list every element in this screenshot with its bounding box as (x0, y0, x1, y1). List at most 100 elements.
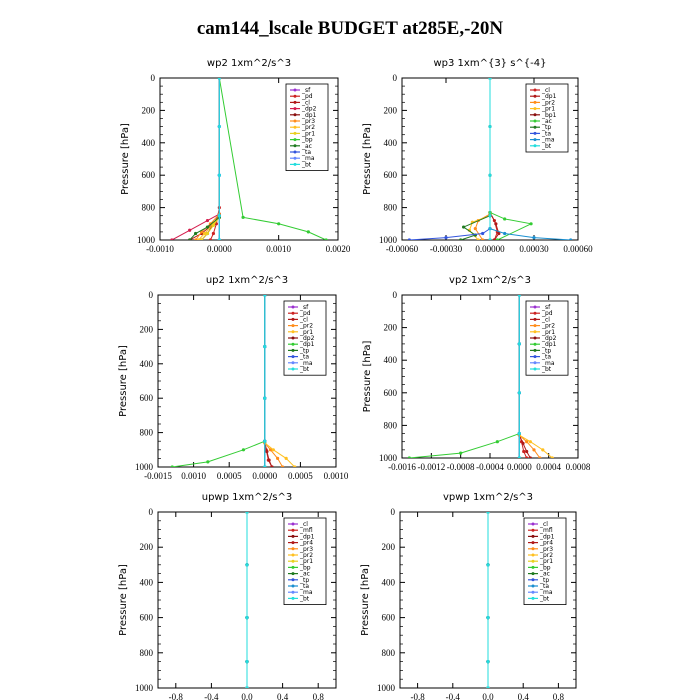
series-point_ac (529, 222, 533, 226)
legend-label: _dp2 (301, 106, 317, 113)
series-point_bt (488, 214, 492, 218)
series-point_cl (525, 449, 529, 454)
series-point_dp1 (495, 440, 499, 444)
series-point_pr1 (211, 223, 215, 228)
series-line_dp2 (171, 78, 220, 240)
legend-marker (531, 584, 535, 588)
series-point_bt (486, 616, 490, 620)
legend-marker (291, 355, 295, 359)
series-point_pr1 (271, 448, 275, 452)
legend-marker (533, 336, 537, 340)
legend-marker (533, 113, 537, 117)
legend-label: _ac (299, 571, 310, 578)
series-point_tp (462, 225, 466, 229)
legend-label: _dp2 (541, 335, 557, 342)
legend-marker (533, 125, 537, 129)
legend-label: _bp (539, 564, 551, 571)
legend-label: _dp1 (299, 533, 315, 540)
legend-marker (293, 150, 297, 154)
legend-marker (531, 559, 535, 563)
panel-wp2: wp2 1xm^2/s^3 0 200 400 600 800 1000-0.0010 0.0… (120, 58, 351, 254)
x-tick-label: -0.0015 (144, 471, 172, 481)
legend-marker (533, 342, 537, 346)
x-tick-label: 0.0000 (252, 471, 277, 481)
panel-upwp: upwp 1xm^2/s^3 0 200 400 600 800 1000 -0.8 -0.4 0… (118, 492, 337, 700)
series-point_ma (532, 235, 536, 240)
x-tick-label: 0.0005 (288, 471, 313, 481)
legend-marker (291, 578, 295, 582)
series-point_bt (486, 563, 490, 567)
x-tick-label: -0.0008 (447, 462, 475, 472)
series-point_dp2 (188, 228, 192, 232)
series-line_ta (409, 78, 491, 240)
legend-label: _ma (299, 589, 313, 596)
legend-label: _bp (299, 564, 311, 571)
y-tick-label: 1000 (379, 235, 398, 245)
panel-up2: up2 1xm^2/s^3 0 200 400 600 800 1000-0.0015 0.0… (118, 275, 349, 481)
y-tick-label: 800 (384, 420, 398, 430)
y-tick-label: 600 (384, 170, 398, 180)
x-tick-label: -0.00030 (430, 244, 463, 254)
series-point_bt (517, 431, 521, 436)
y-tick-label: 600 (382, 613, 396, 623)
legend-marker (291, 311, 295, 315)
legend-label: _pr2 (541, 323, 555, 330)
y-tick-label: 800 (382, 648, 396, 658)
legend-marker (531, 596, 535, 600)
series-point_dp2 (170, 238, 174, 240)
series-point_bt (517, 295, 521, 297)
legend-marker (533, 100, 537, 104)
series-point_bt (263, 465, 267, 467)
legend-label: _ta (301, 149, 311, 156)
legend-marker (291, 330, 295, 334)
legend-label: _tp (539, 577, 549, 584)
series-point_ma (503, 231, 507, 236)
series-group (170, 295, 297, 467)
legend-marker (531, 565, 535, 569)
series-point_tp (459, 238, 463, 240)
x-tick-label: 0.0010 (266, 244, 291, 254)
series-point_dp1 (170, 465, 174, 467)
x-tick-label: 0.00030 (519, 244, 549, 254)
x-tick-label: 0.4 (518, 692, 530, 700)
x-tick-label: -0.8 (169, 692, 184, 700)
series-point_bt (517, 391, 521, 395)
legend-label: _pr2 (299, 552, 313, 559)
series-point_dp1 (497, 231, 501, 236)
series-point_dp1 (407, 456, 411, 458)
legend-label: _dp1 (539, 533, 555, 540)
series-point_cl (267, 458, 271, 462)
series-point_pr2 (196, 238, 201, 240)
legend-marker (291, 367, 295, 371)
series-point_pr2 (532, 448, 536, 452)
y-tick-label: 600 (140, 613, 154, 623)
x-tick-label: -0.00060 (386, 244, 419, 254)
series-point_bp (277, 222, 281, 226)
x-tick-label: 0.0008 (566, 462, 591, 472)
legend-label: _pd (299, 310, 311, 317)
series-point_bt (217, 238, 221, 240)
series-point_bt (245, 512, 249, 514)
legend-label: _cl (301, 99, 310, 106)
series-line_tp (460, 78, 491, 240)
legend-label: _ac (541, 118, 552, 125)
panel-title: wp2 1xm^2/s^3 (207, 58, 291, 69)
y-tick-label: 0 (391, 507, 396, 517)
y-axis-label: Pressure [hPa] (362, 341, 373, 413)
x-tick-label: -0.0012 (417, 462, 445, 472)
series-point_bt (517, 456, 521, 458)
y-tick-label: 1000 (377, 683, 396, 693)
legend-label: _ma (301, 155, 315, 162)
series-point_dp2 (205, 218, 210, 223)
legend-label: _ma (299, 360, 313, 367)
legend-label: _pr2 (541, 99, 555, 106)
series-point_pr1 (293, 465, 297, 467)
series-point_pr2 (281, 465, 285, 467)
panel-wp3: wp3 1xm^{3} s^{-4}02004006008001000-0.00… (362, 58, 593, 254)
y-tick-label: 1000 (379, 453, 398, 463)
series-point_pr1 (550, 456, 554, 458)
series-point_bt (245, 563, 249, 567)
y-tick-label: 200 (142, 105, 156, 115)
series-point_ac (188, 238, 192, 240)
